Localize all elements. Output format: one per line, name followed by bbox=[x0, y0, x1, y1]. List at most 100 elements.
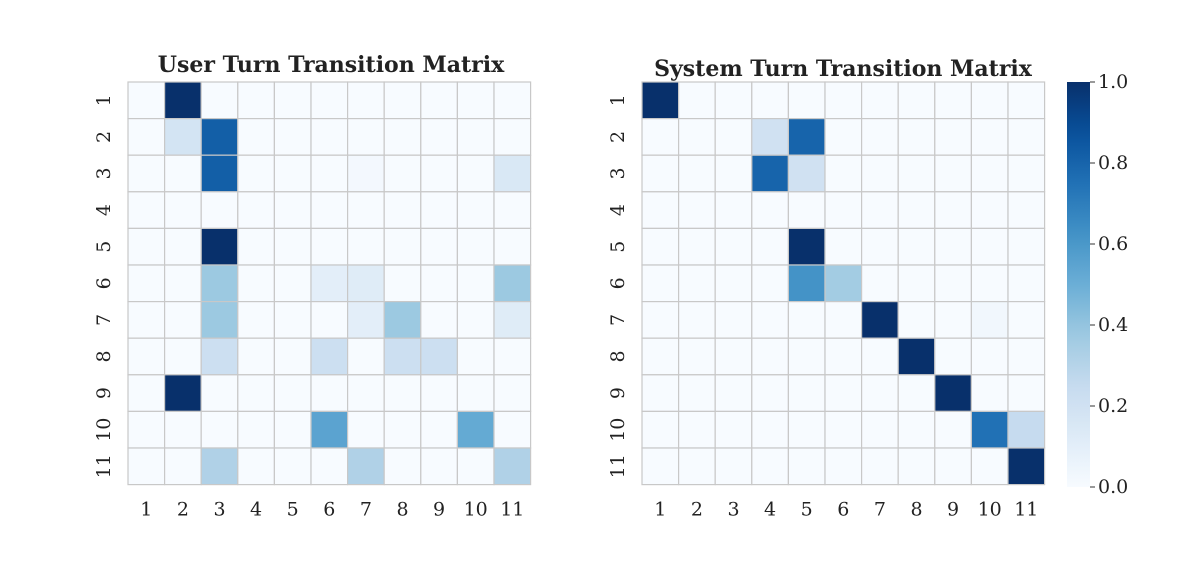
heatmap-cell bbox=[164, 410, 202, 449]
heatmap-cell bbox=[714, 227, 753, 266]
heatmap-cell bbox=[310, 301, 349, 339]
heatmap-cell bbox=[641, 410, 680, 449]
heatmap-cell bbox=[383, 410, 422, 449]
heatmap-cell bbox=[310, 191, 349, 230]
heatmap-cell bbox=[824, 337, 863, 376]
y-tick-label: 6 bbox=[607, 277, 629, 289]
heatmap-cell bbox=[714, 337, 753, 376]
heatmap-cell bbox=[897, 227, 936, 266]
heatmap-cell bbox=[310, 447, 349, 486]
heatmap-cell bbox=[824, 191, 863, 230]
heatmap-cell bbox=[420, 301, 458, 339]
x-tick-label: 3 bbox=[213, 499, 225, 521]
heatmap-cell bbox=[641, 154, 680, 193]
heatmap-cell bbox=[860, 81, 899, 120]
y-tick-label: 4 bbox=[93, 204, 115, 216]
heatmap-cell bbox=[751, 81, 789, 120]
heatmap-cell bbox=[897, 117, 936, 156]
heatmap-cell bbox=[127, 410, 166, 449]
heatmap-cell bbox=[751, 117, 789, 156]
x-tick-label: 9 bbox=[947, 499, 959, 521]
heatmap-cell bbox=[456, 117, 495, 156]
heatmap-cell bbox=[456, 227, 495, 266]
heatmap-cell bbox=[200, 410, 239, 449]
heatmap-cell bbox=[237, 227, 276, 266]
x-tick-label: 1 bbox=[654, 499, 666, 521]
heatmap-cell bbox=[347, 447, 385, 486]
heatmap-cell bbox=[970, 191, 1009, 230]
x-tick-label: 4 bbox=[250, 499, 262, 521]
heatmap-cell bbox=[824, 117, 863, 156]
heatmap-cell bbox=[897, 447, 936, 486]
heatmap-cell bbox=[1007, 410, 1046, 449]
y-tick-label: 6 bbox=[93, 277, 115, 289]
y-tick-label: 10 bbox=[93, 418, 115, 442]
heatmap-cell bbox=[824, 374, 863, 412]
heatmap-cell bbox=[824, 410, 863, 449]
heatmap-cell bbox=[383, 81, 422, 120]
heatmap-cell bbox=[273, 117, 312, 156]
heatmap-cell bbox=[641, 81, 680, 120]
heatmap-cell bbox=[310, 264, 349, 303]
heatmap-cell bbox=[273, 264, 312, 303]
heatmap-cell bbox=[310, 337, 349, 376]
heatmap-cell bbox=[897, 264, 936, 303]
heatmap-cell bbox=[714, 81, 753, 120]
heatmap-cell bbox=[200, 191, 239, 230]
heatmap-cell bbox=[677, 154, 716, 193]
heatmap-cell bbox=[860, 227, 899, 266]
heatmap-cell bbox=[751, 301, 789, 339]
heatmap-cell bbox=[897, 81, 936, 120]
heatmap-cell bbox=[787, 191, 826, 230]
heatmap-cell bbox=[1007, 191, 1046, 230]
heatmap-cell bbox=[493, 81, 532, 120]
heatmap-cell bbox=[420, 447, 458, 486]
heatmap-cell bbox=[420, 227, 458, 266]
heatmap-cell bbox=[237, 447, 276, 486]
heatmap-cell bbox=[714, 264, 753, 303]
x-tick-labels: 1 2 3 4 5 6 7 8 9 10 11 bbox=[140, 499, 524, 521]
colorbar-tick-label: 0.8 bbox=[1098, 152, 1128, 174]
heatmap-cell bbox=[824, 301, 863, 339]
heatmap-cell bbox=[1007, 117, 1046, 156]
heatmap-cell bbox=[273, 301, 312, 339]
x-tick-label: 9 bbox=[433, 499, 445, 521]
heatmap-cell bbox=[677, 264, 716, 303]
heatmap-cell bbox=[897, 374, 936, 412]
heatmap-cell bbox=[897, 337, 936, 376]
heatmap-cell bbox=[641, 301, 680, 339]
heatmap-cell bbox=[420, 117, 458, 156]
heatmap-cell bbox=[641, 374, 680, 412]
heatmap-cell bbox=[493, 301, 532, 339]
heatmap-cell bbox=[164, 264, 202, 303]
heatmap-cell bbox=[641, 227, 680, 266]
heatmap-cell bbox=[860, 264, 899, 303]
heatmap-cell bbox=[860, 374, 899, 412]
heatmap-cell bbox=[273, 191, 312, 230]
heatmap-cell bbox=[310, 117, 349, 156]
heatmap-cell bbox=[970, 447, 1009, 486]
colorbar-tick-label: 0.2 bbox=[1098, 395, 1128, 417]
heatmap-cell bbox=[200, 81, 239, 120]
heatmap-cell bbox=[347, 117, 385, 156]
x-tick-label: 2 bbox=[177, 499, 189, 521]
heatmap-cell bbox=[860, 154, 899, 193]
heatmap-cell bbox=[1007, 154, 1046, 193]
x-tick-label: 5 bbox=[801, 499, 813, 521]
heatmap-cell bbox=[237, 374, 276, 412]
colorbar-tick-label: 0.6 bbox=[1098, 233, 1128, 255]
heatmap-cell bbox=[164, 81, 202, 120]
heatmap-cell bbox=[493, 227, 532, 266]
heatmap-cell bbox=[860, 337, 899, 376]
heatmap-cell bbox=[1007, 301, 1046, 339]
colorbar-tick-labels: 0.0 0.2 0.4 0.6 0.8 1.0 bbox=[1090, 71, 1128, 498]
y-tick-label: 11 bbox=[93, 454, 115, 478]
heatmap-cell bbox=[714, 154, 753, 193]
heatmap-cell bbox=[493, 191, 532, 230]
heatmap-cell bbox=[310, 81, 349, 120]
heatmap-cell bbox=[420, 374, 458, 412]
y-tick-label: 2 bbox=[607, 131, 629, 143]
colorbar: 0.0 0.2 0.4 0.6 0.8 1.0 bbox=[1067, 71, 1128, 498]
x-tick-label: 8 bbox=[396, 499, 408, 521]
heatmap-cell bbox=[934, 264, 972, 303]
